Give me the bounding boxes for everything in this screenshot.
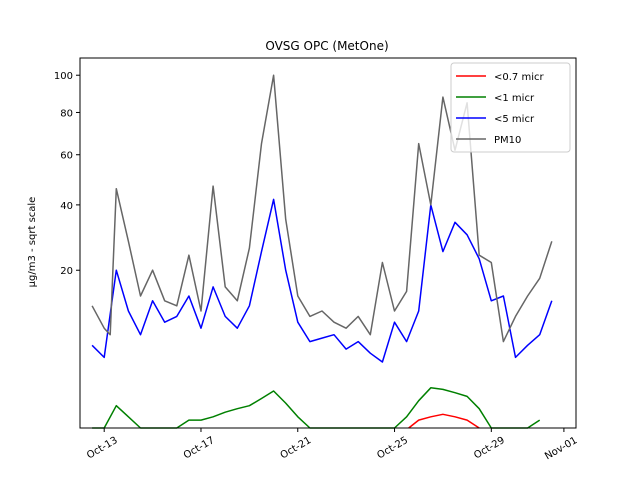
x-tick-label: Oct-21 — [279, 435, 314, 461]
y-tick-label: 80 — [60, 108, 73, 119]
series-line-3 — [91, 74, 553, 343]
legend-label: PM10 — [494, 135, 521, 146]
y-axis-label: µg/m3 - sqrt scale — [27, 197, 38, 288]
y-tick-label: 40 — [60, 201, 73, 212]
legend-label: <1 micr — [494, 93, 535, 104]
chart-title: OVSG OPC (MetOne) — [265, 39, 388, 53]
legend-label: <5 micr — [494, 114, 535, 125]
x-tick-label: Oct-25 — [375, 435, 410, 461]
y-tick-label: 60 — [60, 151, 73, 162]
x-ticks: Oct-13 Oct-17 Oct-21 Oct-25 Oct-29 Nov-01 — [85, 428, 579, 462]
x-tick-label: Oct-17 — [182, 435, 217, 461]
series-line-2 — [91, 198, 553, 363]
legend-label: <0.7 micr — [494, 72, 544, 83]
x-tick-label: Oct-13 — [85, 435, 120, 461]
legend: <0.7 micr <1 micr <5 micr PM10 — [450, 62, 571, 153]
series-line-0 — [408, 413, 480, 429]
plot-frame — [79, 57, 577, 429]
series-line-1 — [92, 387, 541, 429]
x-tick-label: Oct-29 — [472, 435, 507, 461]
x-tick-label: Nov-01 — [543, 435, 579, 462]
y-ticks: 20 40 60 80 100 — [54, 71, 80, 277]
y-tick-label: 20 — [60, 266, 73, 277]
y-tick-label: 100 — [54, 71, 73, 82]
legend-box — [450, 62, 571, 153]
